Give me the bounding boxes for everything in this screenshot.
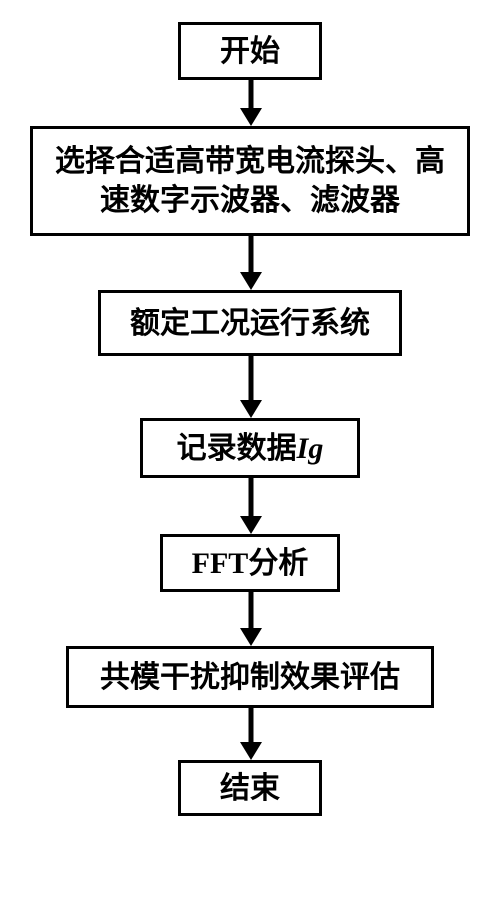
arrow-select-to-rated-head — [240, 272, 262, 290]
node-select: 选择合适高带宽电流探头、高速数字示波器、滤波器 — [30, 126, 470, 236]
node-record: 记录数据Ig — [140, 418, 360, 478]
arrow-rated-to-record-head — [240, 400, 262, 418]
arrow-evaluate-to-end-head — [240, 742, 262, 760]
node-select-label: 选择合适高带宽电流探头、高速数字示波器、滤波器 — [43, 142, 457, 220]
node-end: 结束 — [178, 760, 322, 816]
node-fft: FFT分析 — [160, 534, 340, 592]
arrow-record-to-fft-head — [240, 516, 262, 534]
node-evaluate: 共模干扰抑制效果评估 — [66, 646, 434, 708]
node-end-label: 结束 — [220, 769, 280, 808]
node-record-label-part1: 记录数据 — [177, 429, 297, 468]
arrow-fft-to-evaluate-head — [240, 628, 262, 646]
arrow-record-to-fft-line — [248, 478, 253, 516]
flowchart-container: 开始选择合适高带宽电流探头、高速数字示波器、滤波器额定工况运行系统记录数据Ig F… — [0, 0, 501, 912]
node-start: 开始 — [178, 22, 322, 80]
node-rated: 额定工况运行系统 — [98, 290, 402, 356]
arrow-evaluate-to-end-line — [248, 708, 253, 742]
node-rated-label: 额定工况运行系统 — [130, 304, 370, 343]
node-record-label-part2: Ig — [297, 429, 324, 468]
arrow-rated-to-record-line — [248, 356, 253, 400]
arrow-start-to-select-head — [240, 108, 262, 126]
node-start-label: 开始 — [220, 32, 280, 71]
arrow-select-to-rated-line — [248, 236, 253, 272]
node-evaluate-label: 共模干扰抑制效果评估 — [100, 658, 400, 697]
arrow-start-to-select-line — [248, 80, 253, 108]
node-fft-label: FFT分析 — [192, 544, 309, 583]
arrow-fft-to-evaluate-line — [248, 592, 253, 628]
